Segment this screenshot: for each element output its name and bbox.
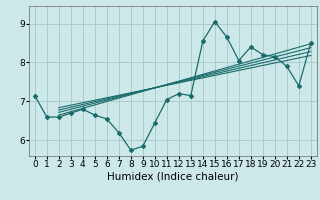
X-axis label: Humidex (Indice chaleur): Humidex (Indice chaleur) (107, 172, 238, 182)
